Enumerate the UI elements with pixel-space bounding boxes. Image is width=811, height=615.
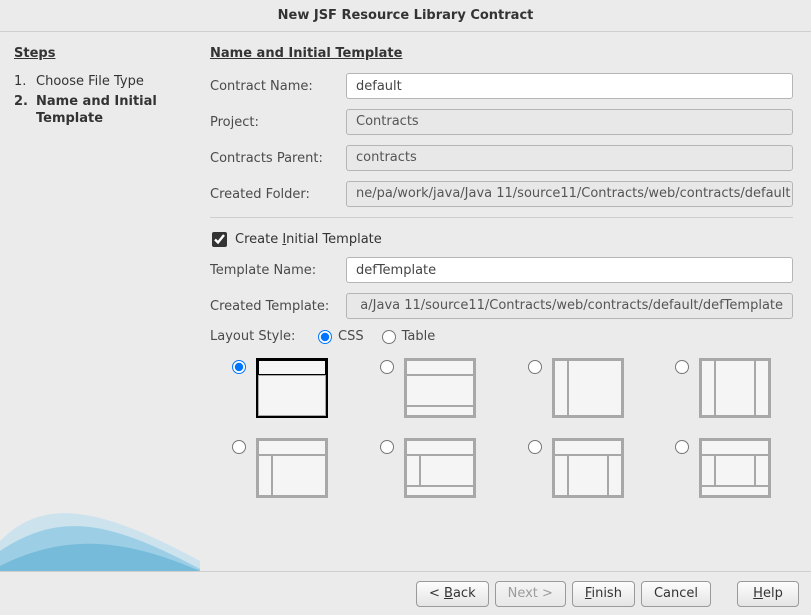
step-number: 1.: [14, 73, 28, 91]
finish-button[interactable]: Finish: [572, 581, 635, 607]
layout-option[interactable]: [380, 438, 488, 498]
layout-thumbnail: [552, 438, 624, 498]
layout-option-radio[interactable]: [380, 360, 394, 374]
label-project: Project:: [210, 115, 338, 130]
contract-name-input[interactable]: [356, 74, 783, 98]
help-button[interactable]: Help: [737, 581, 799, 607]
layout-option[interactable]: [232, 358, 340, 418]
button-bar: < Back Next > Finish Cancel Help: [0, 571, 811, 615]
layout-option-radio[interactable]: [675, 360, 689, 374]
cancel-button[interactable]: Cancel: [641, 581, 711, 607]
created-template-value: a/Java 11/source11/Contracts/web/contrac…: [346, 293, 793, 319]
layout-css-label: CSS: [338, 329, 364, 344]
layout-css-option[interactable]: CSS: [318, 329, 364, 344]
template-name-input-wrap[interactable]: [346, 257, 793, 283]
layout-option[interactable]: [675, 438, 783, 498]
steps-heading: Steps: [14, 46, 188, 61]
layout-option[interactable]: [380, 358, 488, 418]
step-label: Name and Initial Template: [36, 93, 188, 128]
folder-value: ne/pa/work/java/Java 11/source11/Contrac…: [346, 181, 793, 207]
layout-thumbnail: [552, 358, 624, 418]
layout-option-radio[interactable]: [528, 440, 542, 454]
label-folder: Created Folder:: [210, 187, 338, 202]
contract-name-input-wrap[interactable]: [346, 73, 793, 99]
steps-panel: Steps 1. Choose File Type 2.Name and Initi…: [0, 32, 200, 571]
row-contract-name: Contract Name:: [210, 73, 793, 99]
layout-thumbnail: [404, 358, 476, 418]
layout-option[interactable]: [528, 438, 636, 498]
layout-option-radio[interactable]: [232, 440, 246, 454]
decorative-wave: [0, 451, 200, 571]
create-initial-label[interactable]: Create Initial Template: [235, 232, 382, 247]
layout-thumbnail: [699, 358, 771, 418]
layout-option-radio[interactable]: [380, 440, 394, 454]
row-create-initial: Create Initial Template: [210, 232, 793, 247]
steps-list: 1. Choose File Type 2.Name and Initial Tem…: [14, 73, 188, 128]
label-parent: Contracts Parent:: [210, 151, 338, 166]
layout-css-radio[interactable]: [318, 330, 332, 344]
layout-thumbnail: [404, 438, 476, 498]
main-area: Steps 1.Choose File Type2.Name and Initi…: [0, 32, 811, 571]
layout-option-radio[interactable]: [232, 360, 246, 374]
content-panel: Name and Initial Template Contract Name:…: [200, 32, 811, 571]
layout-table-radio[interactable]: [382, 330, 396, 344]
step-item: 1. Choose File Type: [14, 73, 188, 91]
layout-table-label: Table: [402, 329, 436, 344]
row-template-name: Template Name:: [210, 257, 793, 283]
layout-table-option[interactable]: Table: [382, 329, 436, 344]
layout-option[interactable]: [675, 358, 783, 418]
project-value: Contracts: [346, 109, 793, 135]
label-layout-style: Layout Style:: [210, 329, 310, 344]
layout-option[interactable]: [232, 438, 340, 498]
back-button[interactable]: < Back: [416, 581, 489, 607]
row-parent: Contracts Parent: contracts: [210, 145, 793, 171]
layout-style-radios: CSS Table: [318, 329, 435, 344]
step-item: 2.Name and Initial Template: [14, 93, 188, 128]
label-template-name: Template Name:: [210, 263, 338, 278]
title-bar: New JSF Resource Library Contract: [0, 0, 811, 32]
label-created-template: Created Template:: [210, 299, 338, 314]
next-button: Next >: [495, 581, 566, 607]
row-project: Project: Contracts: [210, 109, 793, 135]
layout-option-radio[interactable]: [528, 360, 542, 374]
layout-option-radio[interactable]: [675, 440, 689, 454]
section-heading: Name and Initial Template: [210, 46, 793, 61]
parent-value: contracts: [346, 145, 793, 171]
template-name-input[interactable]: [356, 258, 783, 282]
divider: [210, 217, 793, 218]
row-layout-style: Layout Style: CSS Table: [210, 329, 793, 344]
row-created-template: Created Template: a/Java 11/source11/Con…: [210, 293, 793, 319]
layout-thumbnail: [256, 438, 328, 498]
step-label: Choose File Type: [36, 73, 144, 91]
layout-thumbnails: [232, 358, 783, 498]
step-number: 2.: [14, 93, 28, 128]
create-initial-checkbox[interactable]: [212, 232, 227, 247]
dialog-title: New JSF Resource Library Contract: [278, 8, 534, 23]
row-folder: Created Folder: ne/pa/work/java/Java 11/…: [210, 181, 793, 207]
layout-thumbnail: [699, 438, 771, 498]
layout-thumbnail: [256, 358, 328, 418]
label-contract-name: Contract Name:: [210, 79, 338, 94]
layout-option[interactable]: [528, 358, 636, 418]
